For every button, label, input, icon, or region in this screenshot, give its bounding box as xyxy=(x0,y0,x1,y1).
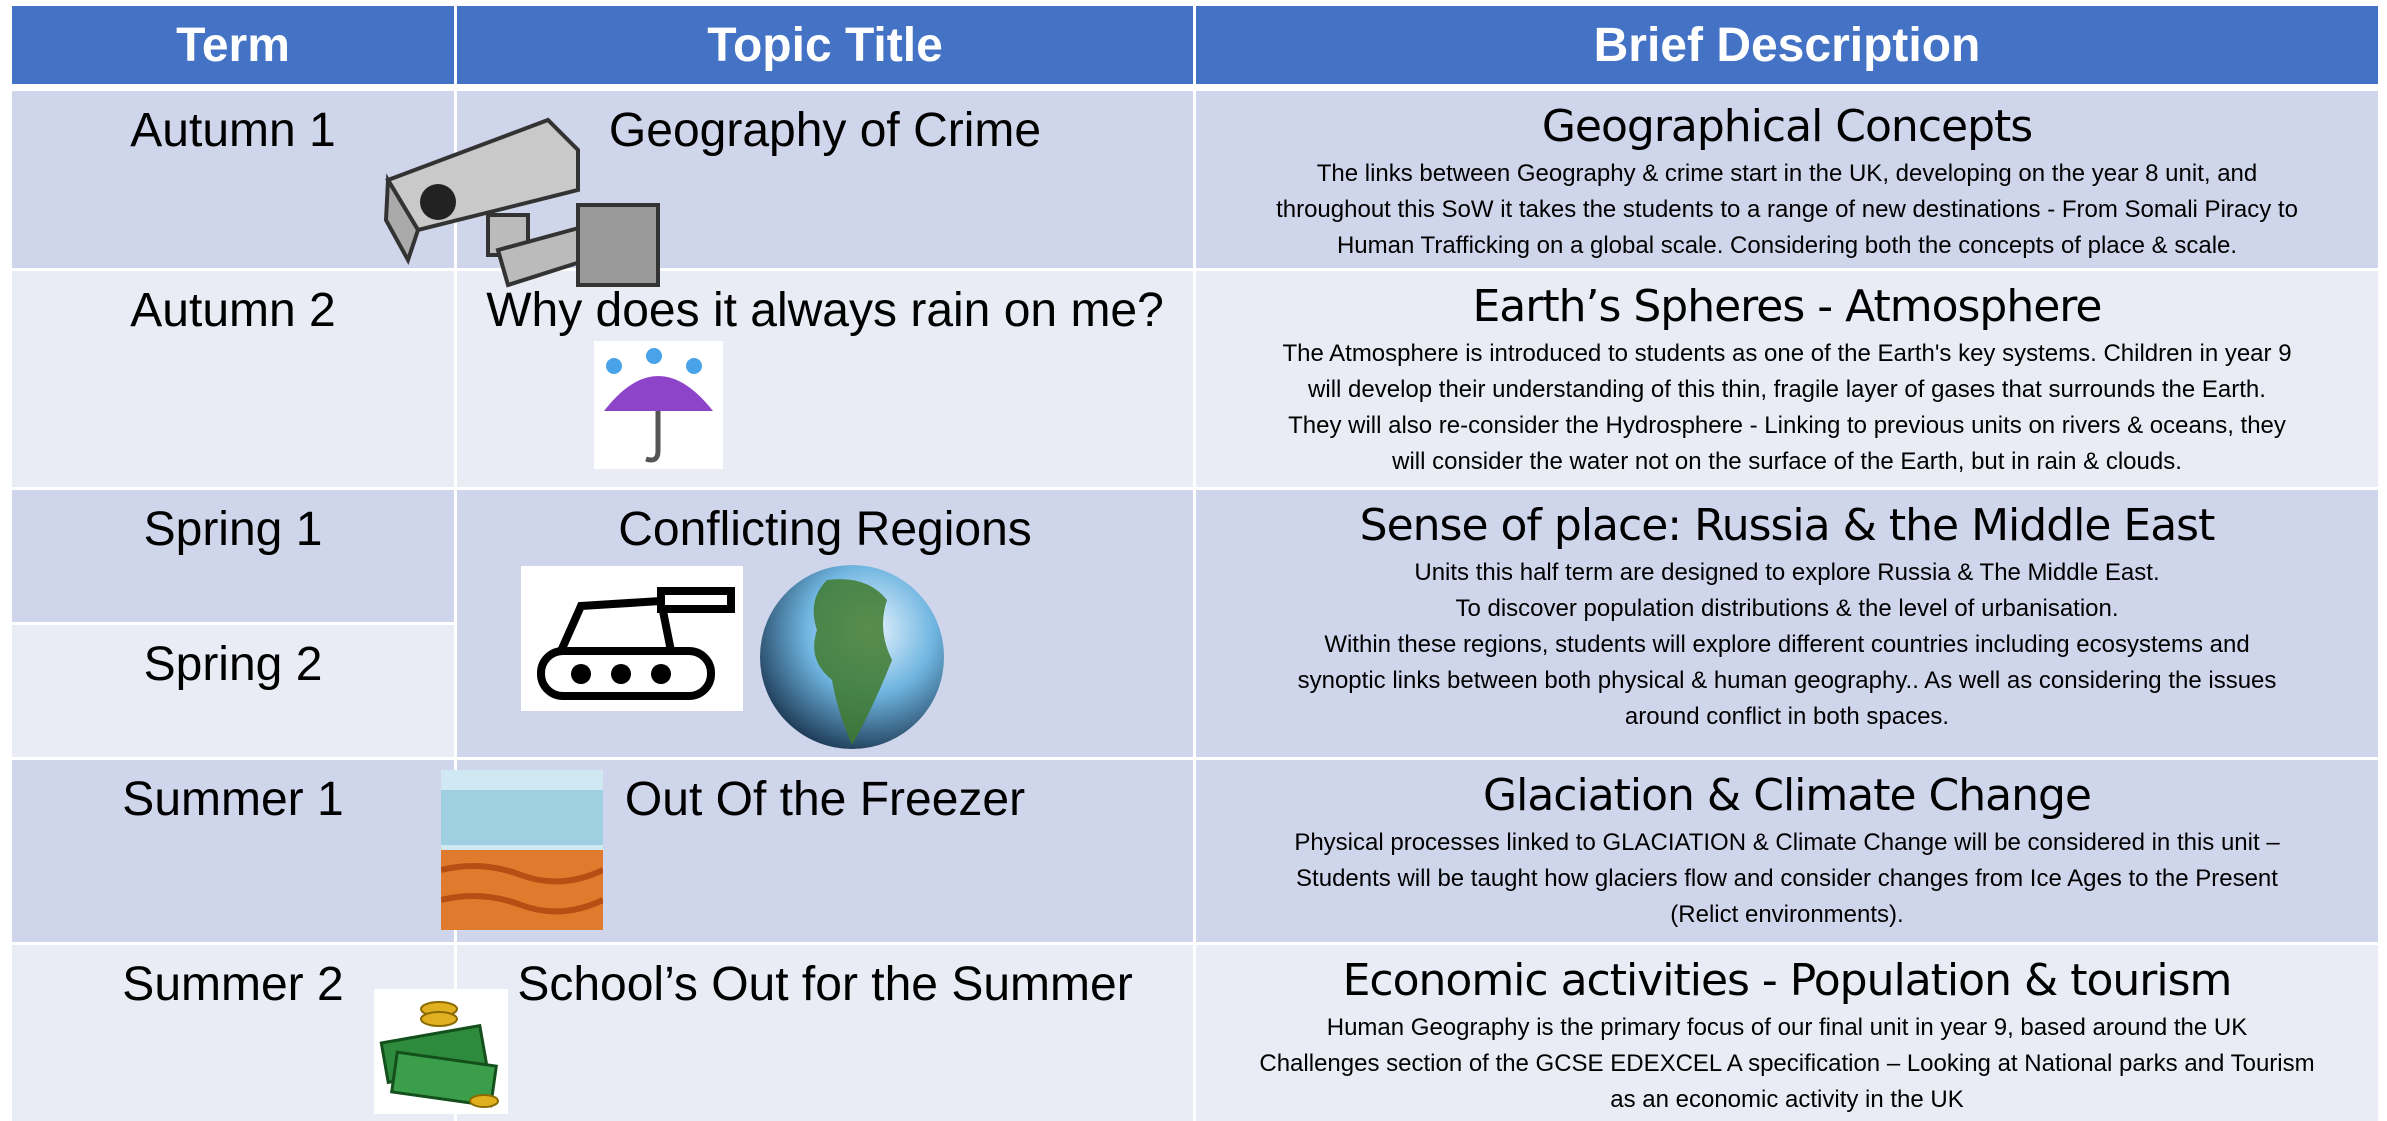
topic-title: Why does it always rain on me? xyxy=(486,284,1164,337)
camera-icon xyxy=(383,117,660,288)
description-cell: Earth’s Spheres - Atmosphere The Atmosphe… xyxy=(1196,271,2378,487)
header-text: Brief Description xyxy=(1593,18,1981,72)
term: Autumn 2 xyxy=(130,284,336,337)
description-heading: Sense of place: Russia & the Middle East xyxy=(1359,500,2216,551)
description-line: as an economic activity in the UK xyxy=(1610,1086,1964,1113)
term-cell: Summer 1 xyxy=(12,760,454,942)
money-icon xyxy=(374,989,508,1114)
description-heading: Glaciation & Climate Change xyxy=(1483,770,2092,821)
term: Spring 1 xyxy=(143,503,323,556)
header-text: Topic Title xyxy=(707,18,943,72)
description-line: Human Trafficking on a global scale. Con… xyxy=(1336,232,2238,259)
description-cell: Sense of place: Russia & the Middle East… xyxy=(1196,490,2378,757)
topic-title: Geography of Crime xyxy=(608,104,1042,157)
topic-title: Out Of the Freezer xyxy=(624,773,1026,826)
description-line: will consider the water not on the surfa… xyxy=(1392,448,2182,475)
term: Spring 2 xyxy=(143,638,323,691)
header-cell: Term xyxy=(12,6,454,84)
description-line: synoptic links between both physical & h… xyxy=(1297,667,2277,694)
description-cell: Geographical Concepts The links between G… xyxy=(1196,91,2378,268)
description-cell: Glaciation & Climate Change Physical proc… xyxy=(1196,760,2378,942)
description-line: The Atmosphere is introduced to students… xyxy=(1282,340,2292,367)
tank-icon xyxy=(521,566,743,711)
description-line: They will also re-consider the Hydrosphe… xyxy=(1288,412,2286,439)
header-cell: Topic Title xyxy=(457,6,1193,84)
header-text: Term xyxy=(176,18,290,72)
description-heading: Earth’s Spheres - Atmosphere xyxy=(1472,281,2102,332)
description-line: will develop their understanding of this… xyxy=(1308,376,2266,403)
description-line: throughout this SoW it takes the student… xyxy=(1276,196,2298,223)
description-heading: Geographical Concepts xyxy=(1541,101,2033,152)
glacier-icon xyxy=(441,770,603,930)
description-heading: Economic activities - Population & touri… xyxy=(1342,955,2233,1006)
globe-icon xyxy=(760,565,944,749)
description-line: (Relict environments). xyxy=(1670,901,1904,928)
term: Summer 2 xyxy=(122,958,344,1011)
description-line: Units this half term are designed to exp… xyxy=(1414,559,2160,586)
description-line: Students will be taught how glaciers flo… xyxy=(1296,865,2278,892)
topic-title: Conflicting Regions xyxy=(618,503,1032,556)
description-line: To discover population distributions & t… xyxy=(1455,595,2119,622)
term: Summer 1 xyxy=(122,773,344,826)
topic-cell: Why does it always rain on me? xyxy=(457,271,1193,487)
term-cell: Autumn 1 xyxy=(12,91,454,268)
description-line: Challenges section of the GCSE EDEXCEL A… xyxy=(1259,1050,2315,1077)
term-cell: Autumn 2 xyxy=(12,271,454,487)
umbrella-icon xyxy=(594,341,723,469)
description-line: Within these regions, students will expl… xyxy=(1324,631,2250,658)
term: Autumn 1 xyxy=(130,104,336,157)
term-cell: Spring 2 xyxy=(12,625,454,757)
description-line: around conflict in both spaces. xyxy=(1624,703,1950,730)
description-line: Physical processes linked to GLACIATION … xyxy=(1294,829,2280,856)
header-cell: Brief Description xyxy=(1196,6,2378,84)
description-cell: Economic activities - Population & touri… xyxy=(1196,945,2378,1121)
description-line: Human Geography is the primary focus of … xyxy=(1326,1014,2248,1041)
term-cell: Spring 1 xyxy=(12,490,454,622)
topic-cell: School’s Out for the Summer xyxy=(457,945,1193,1121)
topic-title: School’s Out for the Summer xyxy=(517,958,1133,1011)
description-line: The links between Geography & crime star… xyxy=(1316,160,2258,187)
